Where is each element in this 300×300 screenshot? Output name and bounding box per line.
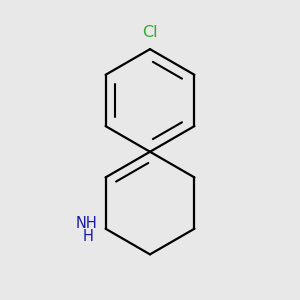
Text: Cl: Cl [142,26,158,40]
Text: H: H [82,229,93,244]
Text: NH: NH [75,216,97,231]
